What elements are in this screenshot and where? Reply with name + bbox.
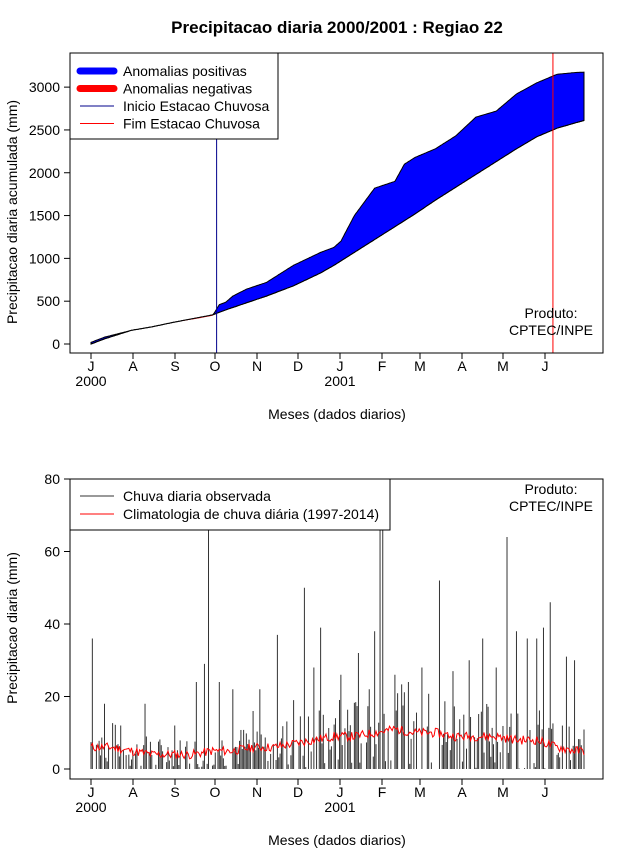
- cumulative-x-tick-label: A: [457, 358, 467, 374]
- daily-y-tick-label: 80: [44, 471, 60, 487]
- daily-year-label: 2000: [75, 799, 106, 815]
- cumulative-y-tick-label: 1500: [29, 208, 60, 224]
- cumulative-legend-label: Anomalias positivas: [123, 63, 247, 79]
- credit-line-2-daily: CPTEC/INPE: [509, 498, 593, 514]
- cumulative-x-tick-label: N: [252, 358, 262, 374]
- cumulative-y-tick-label: 0: [52, 336, 60, 352]
- daily-y-tick-label: 40: [44, 616, 60, 632]
- cumulative-y-tick-label: 2000: [29, 165, 60, 181]
- daily-x-tick-label: F: [378, 784, 387, 800]
- cumulative-legend-label: Fim Estacao Chuvosa: [123, 116, 260, 132]
- cumulative-x-tick-label: M: [414, 358, 426, 374]
- daily-x-tick-label: J: [542, 784, 549, 800]
- cumulative-legend-label: Anomalias negativas: [123, 81, 252, 97]
- cumulative-legend: Anomalias positivas Anomalias negativasIn…: [69, 52, 279, 140]
- negative-anomaly-area: [91, 120, 584, 344]
- cumulative-y-tick-label: 1000: [29, 250, 60, 266]
- daily-x-tick-label: J: [88, 784, 95, 800]
- daily-y-label: Precipitacao diaria (mm): [4, 552, 20, 704]
- credit-line-1: Produto:: [525, 305, 578, 321]
- daily-year-label: 2001: [324, 799, 355, 815]
- credit-line-1-daily: Produto:: [525, 481, 578, 497]
- cumulative-legend-box: [69, 52, 279, 140]
- cumulative-year-label: 2000: [75, 373, 106, 389]
- daily-x-tick-label: J: [337, 784, 344, 800]
- chart-title: Precipitacao diaria 2000/2001 : Regiao 2…: [171, 18, 503, 37]
- daily-legend-box: [69, 478, 391, 531]
- daily-y-tick-label: 20: [44, 689, 60, 705]
- cumulative-year-label: 2001: [324, 373, 355, 389]
- cumulative-x-tick-label: S: [170, 358, 179, 374]
- daily-legend-label: Climatologia de chuva diária (1997-2014): [123, 506, 379, 522]
- cumulative-legend-label: Inicio Estacao Chuvosa: [123, 98, 270, 114]
- cumulative-x-tick-label: J: [542, 358, 549, 374]
- cumulative-x-label: Meses (dados diarios): [268, 406, 406, 422]
- cumulative-y-label: Precipitacao diaria acumulada (mm): [4, 100, 20, 324]
- daily-x-tick-label: D: [293, 784, 303, 800]
- cumulative-x-tick-label: J: [337, 358, 344, 374]
- daily-x-tick-label: S: [170, 784, 179, 800]
- daily-legend: Chuva diaria observada Climatologia de ch…: [69, 478, 391, 531]
- daily-plot-area: [90, 479, 585, 769]
- cumulative-x-tick-label: M: [497, 358, 509, 374]
- daily-x-tick-label: N: [252, 784, 262, 800]
- daily-x-tick-label: M: [497, 784, 509, 800]
- daily-x-label: Meses (dados diarios): [268, 832, 406, 848]
- daily-y-axis: 0 20 40 60 80: [44, 471, 71, 777]
- climatology-daily-line: [90, 724, 585, 760]
- daily-y-tick-label: 0: [52, 761, 60, 777]
- cumulative-y-tick-label: 500: [37, 293, 61, 309]
- cumulative-x-tick-label: F: [378, 358, 387, 374]
- daily-y-tick-label: 60: [44, 544, 60, 560]
- cumulative-y-tick-label: 3000: [29, 79, 60, 95]
- cumulative-x-tick-label: A: [128, 358, 138, 374]
- cumulative-x-tick-label: D: [293, 358, 303, 374]
- climatology-cumulative-line: [90, 120, 585, 345]
- cumulative-x-tick-label: J: [88, 358, 95, 374]
- daily-legend-label: Chuva diaria observada: [123, 488, 271, 504]
- cumulative-x-tick-label: O: [210, 358, 221, 374]
- credit-line-2: CPTEC/INPE: [509, 322, 593, 338]
- daily-x-tick-label: O: [210, 784, 221, 800]
- daily-x-tick-label: M: [414, 784, 426, 800]
- daily-x-tick-label: A: [457, 784, 467, 800]
- cumulative-y-axis: 0 500 1000 1500 2000 2500 3000: [29, 79, 71, 352]
- daily-x-tick-label: A: [128, 784, 138, 800]
- cumulative-y-tick-label: 2500: [29, 122, 60, 138]
